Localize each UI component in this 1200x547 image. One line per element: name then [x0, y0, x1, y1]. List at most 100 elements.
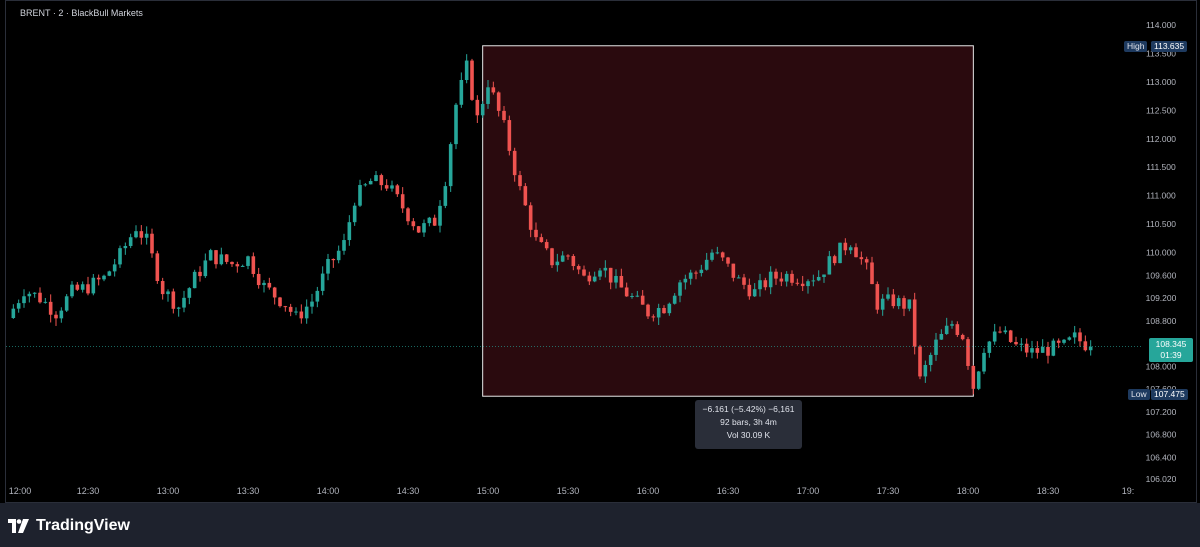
time-tick-label: 17:30 [877, 486, 900, 496]
candle-body [982, 352, 986, 372]
candle-144 [779, 272, 784, 287]
candle-body [710, 252, 714, 260]
candle-115 [624, 282, 629, 297]
time-tick-label: 17:00 [797, 486, 820, 496]
candle-162 [875, 281, 880, 314]
candle-141 [763, 277, 768, 291]
candle-body [91, 277, 96, 294]
price-tick-label: 112.000 [1146, 134, 1176, 144]
candle-body [80, 284, 85, 290]
candle-91 [496, 91, 501, 117]
candle-body [363, 184, 368, 186]
candle-106 [576, 264, 581, 275]
candle-9 [59, 307, 64, 323]
tradingview-logo[interactable]: TradingView [8, 517, 130, 535]
candle-75 [411, 218, 416, 231]
candle-187 [1008, 329, 1013, 343]
candle-15 [91, 273, 96, 296]
candle-body [795, 282, 800, 284]
candle-196 [1056, 338, 1061, 349]
candle-body [651, 316, 656, 318]
time-tick-label: 13:00 [157, 486, 180, 496]
candle-body [1008, 330, 1013, 342]
time-tick-label: 12:00 [9, 486, 32, 496]
candle-104 [566, 254, 570, 260]
candle-body [672, 295, 677, 304]
candle-body [491, 87, 496, 93]
candle-165 [891, 289, 896, 309]
candle-body [907, 299, 912, 309]
candle-123 [667, 302, 672, 316]
price-tick-label: 106.400 [1146, 452, 1177, 462]
candle-body [448, 144, 453, 187]
candle-body [848, 247, 853, 251]
candle-54 [299, 304, 304, 324]
candle-39 [219, 247, 224, 266]
candle-body [939, 333, 944, 340]
candle-body [112, 264, 117, 272]
candle-20 [118, 245, 122, 268]
candle-161 [870, 256, 874, 285]
candle-body [224, 254, 229, 262]
candle-149 [806, 279, 810, 294]
candle-body [955, 324, 960, 335]
candle-24 [139, 225, 144, 245]
candle-23 [134, 225, 138, 239]
candle-body [918, 346, 922, 377]
price-tick-label: 112.500 [1146, 105, 1176, 115]
candle-body [1030, 348, 1034, 353]
time-tick-label: 16:30 [717, 486, 740, 496]
candle-body [571, 256, 576, 267]
candle-46 [256, 267, 261, 289]
candle-body [598, 270, 602, 277]
chart-panel[interactable]: 114.000 113.500 113.000 112.500 112.000 111.5… [5, 0, 1197, 503]
candle-body [390, 185, 394, 189]
candle-body [144, 233, 149, 238]
candle-body [928, 354, 933, 366]
candle-body [32, 292, 37, 294]
candle-131 [710, 249, 714, 262]
candle-99 [539, 233, 544, 243]
candle-body [326, 258, 330, 274]
candle-43 [240, 264, 245, 267]
candle-body [699, 269, 704, 274]
time-tick-label: 14:30 [397, 486, 420, 496]
candle-11 [70, 281, 74, 299]
candle-135 [731, 263, 736, 282]
candle-body [400, 194, 405, 209]
candle-33 [187, 287, 192, 305]
candle-142 [768, 266, 773, 295]
candle-body [838, 242, 842, 264]
candlestick-chart[interactable]: 114.000 113.500 113.000 112.500 112.000 111.5… [6, 1, 1196, 502]
candle-body [166, 291, 170, 295]
candle-102 [555, 253, 560, 272]
candle-body [352, 205, 357, 223]
candle-body [240, 265, 245, 267]
candle-85 [464, 54, 469, 84]
candle-31 [176, 306, 181, 317]
candle-body [1019, 343, 1024, 345]
candle-body [75, 284, 80, 290]
candle-body [896, 298, 901, 307]
candle-body [1078, 332, 1082, 342]
candle-body [1072, 332, 1077, 338]
candle-body [48, 301, 53, 315]
symbol-title[interactable]: BRENT · 2 · BlackBull Markets [20, 8, 143, 18]
price-tick-label: 109.200 [1146, 293, 1177, 303]
candle-90 [491, 81, 496, 95]
candle-body [560, 255, 565, 262]
candle-body [768, 271, 773, 288]
candle-body [694, 272, 698, 274]
candle-124 [672, 293, 677, 305]
candle-body [688, 272, 693, 279]
candle-137 [742, 273, 746, 290]
candle-180 [971, 365, 976, 395]
candle-body [299, 311, 304, 319]
candle-78 [427, 216, 432, 227]
candle-body [454, 104, 458, 145]
candle-body [864, 259, 869, 263]
candle-111 [603, 260, 608, 278]
candle-body [198, 271, 202, 277]
candle-151 [816, 270, 821, 282]
candle-body [646, 304, 650, 317]
